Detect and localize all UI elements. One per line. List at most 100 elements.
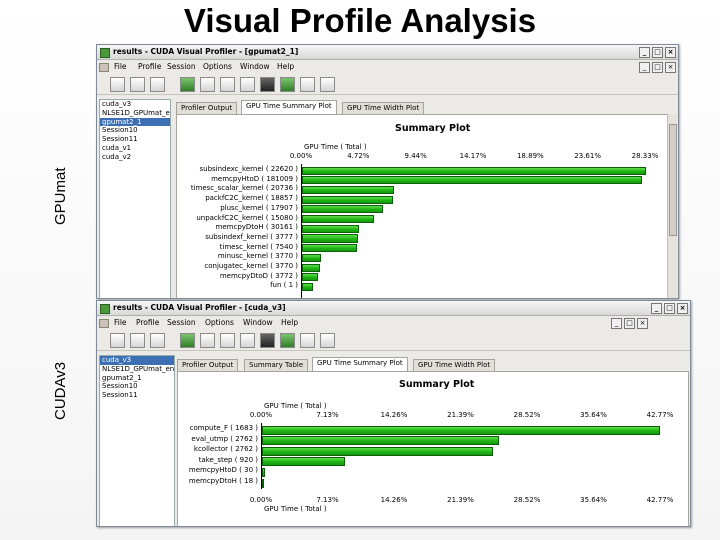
menu-profile[interactable]: Profile <box>138 62 162 71</box>
tree-item[interactable]: cuda_v1 <box>102 143 132 152</box>
category-label: memcpyDtoH ( 18 ) <box>188 477 258 485</box>
x-tick-label: 14.17% <box>459 152 487 160</box>
mdi-close-button[interactable]: × <box>665 62 676 73</box>
tree-item[interactable]: cuda_v3 <box>100 356 174 365</box>
category-label: conjugatec_kernel ( 3770 ) <box>204 262 298 270</box>
bar <box>262 467 265 477</box>
category-label: packfC2C_kernel ( 18857 ) <box>205 194 298 203</box>
menu-file[interactable]: File <box>114 62 127 71</box>
bar <box>302 215 374 224</box>
close-button[interactable]: × <box>665 47 676 58</box>
x-tick-label: 21.39% <box>447 411 474 419</box>
menu-options[interactable]: Options <box>205 318 234 327</box>
tab-item[interactable]: Profiler Output <box>176 102 238 114</box>
tree-item[interactable]: NLSE1D_GPUmat_en <box>102 108 171 117</box>
menu-window[interactable]: Window <box>243 318 273 327</box>
profiler-output-icon[interactable] <box>200 77 215 92</box>
category-label: minusc_kernel ( 3770 ) <box>217 252 298 261</box>
tree-item[interactable]: Session10 <box>102 382 138 391</box>
x-tick-label-bottom: 7.13% <box>316 496 339 504</box>
maximize-button[interactable]: □ <box>652 47 663 58</box>
bar <box>262 425 661 435</box>
category-label: take_step ( 920 ) <box>198 455 258 464</box>
tree-item[interactable]: NLSE1D_GPUmat_en <box>102 364 175 373</box>
new-session-icon[interactable] <box>110 333 125 348</box>
mdi-minimize-button[interactable]: _ <box>639 62 650 73</box>
menu-file[interactable]: File <box>114 318 127 327</box>
menu-window[interactable]: Window <box>240 62 270 71</box>
menu-profile[interactable]: Profile <box>136 318 160 327</box>
toolbar <box>97 74 678 95</box>
tree-item[interactable]: Session10 <box>102 126 138 135</box>
bar <box>302 176 642 185</box>
category-label: memcpyHtoD ( 30 ) <box>188 466 258 475</box>
start-profile-icon[interactable] <box>180 333 195 348</box>
tree-item[interactable]: cuda_v2 <box>102 152 132 161</box>
summary-table-icon[interactable] <box>220 77 235 92</box>
timeline-icon[interactable] <box>260 77 275 92</box>
tree-item[interactable]: Session11 <box>102 391 138 400</box>
menu-help[interactable]: Help <box>281 318 299 327</box>
compare-icon[interactable] <box>320 77 335 92</box>
toolbar <box>97 330 690 351</box>
category-label: timesc_scalar_kernel ( 20736 ) <box>190 184 298 193</box>
compare-icon[interactable] <box>320 333 335 348</box>
timeline-icon[interactable] <box>260 333 275 348</box>
minimize-button[interactable]: _ <box>639 47 650 58</box>
tree-item[interactable]: gpumat2_1 <box>100 117 170 127</box>
tab-item[interactable]: Summary Table <box>244 359 309 371</box>
x-tick-label: 0.00% <box>249 411 273 419</box>
tree-item[interactable]: Session11 <box>102 135 138 144</box>
x-axis-label-bottom: GPU Time ( Total ) <box>264 505 327 513</box>
tree-item[interactable]: cuda_v3 <box>102 100 132 108</box>
start-profile-icon[interactable] <box>180 77 195 92</box>
tab-bar: Profiler Output GPU Time Summary Plot GPU … <box>176 100 666 114</box>
new-session-icon[interactable] <box>110 77 125 92</box>
menu-session[interactable]: Session <box>167 62 196 71</box>
save-icon[interactable] <box>150 333 165 348</box>
menu-session[interactable]: Session <box>167 318 196 327</box>
summary-plot-panel: Summary Plot GPU Time ( Total ) 0.00% 7.13%… <box>177 371 689 526</box>
x-axis-label-top: GPU Time ( Total ) <box>264 402 327 410</box>
width-plot-icon[interactable] <box>300 77 315 92</box>
mdi-restore-button[interactable]: □ <box>652 62 663 73</box>
tab-item[interactable]: GPU Time Width Plot <box>413 359 496 371</box>
y-axis-line <box>261 423 262 489</box>
category-label: unpackfC2C_kernel ( 15080 ) <box>196 213 298 222</box>
mdi-restore-button[interactable]: □ <box>624 318 635 329</box>
maximize-button[interactable]: □ <box>664 303 675 314</box>
minimize-button[interactable]: _ <box>651 303 662 314</box>
tab-bar: Profiler Output Summary Table GPU Time Sum… <box>177 357 687 371</box>
tab-item[interactable]: GPU Time Width Plot <box>342 102 425 114</box>
summary-plot-icon[interactable] <box>280 77 295 92</box>
menu-options[interactable]: Options <box>203 62 232 71</box>
table-icon[interactable] <box>240 333 255 348</box>
open-session-icon[interactable] <box>130 333 145 348</box>
tab-item[interactable]: GPU Time Summary Plot <box>241 100 337 114</box>
vertical-scrollbar[interactable] <box>667 114 677 298</box>
profiler-window-gpumat: results - CUDA Visual Profiler - [gpumat… <box>96 44 679 299</box>
bar <box>262 457 346 467</box>
mdi-minimize-button[interactable]: _ <box>611 318 622 329</box>
tree-item[interactable]: gpumat2_1 <box>102 373 142 382</box>
category-label: subsindexf_kernel ( 3777 ) <box>205 232 298 241</box>
x-tick-label: 7.13% <box>316 411 339 419</box>
profiler-output-icon[interactable] <box>200 333 215 348</box>
mdi-close-button[interactable]: × <box>637 318 648 329</box>
session-tree: cuda_v3 NLSE1D_GPUmat_en gpumat2_1 Session1… <box>99 99 171 298</box>
summary-table-icon[interactable] <box>220 333 235 348</box>
open-session-icon[interactable] <box>130 77 145 92</box>
x-tick-label: 14.26% <box>380 411 408 419</box>
tab-item[interactable]: GPU Time Summary Plot <box>312 357 408 371</box>
scrollbar-thumb[interactable] <box>669 124 677 236</box>
menu-app-icon <box>99 319 109 328</box>
x-tick-label: 23.61% <box>574 152 602 160</box>
tab-item[interactable]: Profiler Output <box>177 359 239 371</box>
width-plot-icon[interactable] <box>300 333 315 348</box>
menu-help[interactable]: Help <box>277 62 295 71</box>
window-title: results - CUDA Visual Profiler - [gpumat… <box>113 47 299 56</box>
table-icon[interactable] <box>240 77 255 92</box>
summary-plot-icon[interactable] <box>280 333 295 348</box>
save-icon[interactable] <box>150 77 165 92</box>
close-button[interactable]: × <box>677 303 688 314</box>
